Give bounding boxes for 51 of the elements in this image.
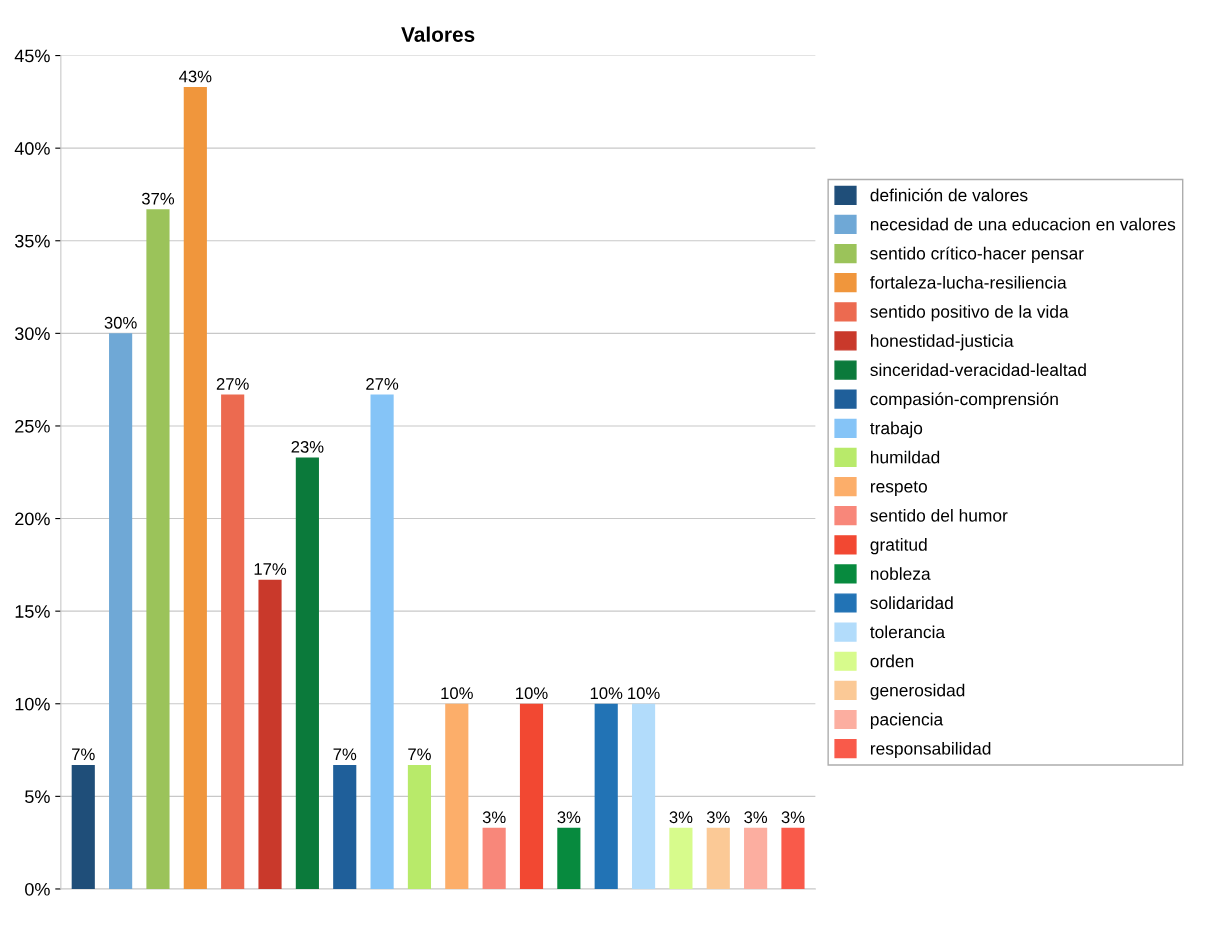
data-label: 3% xyxy=(744,811,768,824)
y-tick-label: 20% xyxy=(15,512,50,526)
data-label: 27% xyxy=(216,377,249,390)
data-label: 43% xyxy=(179,70,212,83)
y-tick-label: 10% xyxy=(15,697,50,711)
y-tick-label: 40% xyxy=(14,142,50,155)
legend-label: sentido positivo de la vida xyxy=(870,305,1069,322)
legend-label: necesidad de una educacion en valores xyxy=(870,217,1176,231)
legend-label: solidaridad xyxy=(870,596,953,610)
y-tick-label: 35% xyxy=(14,234,50,248)
legend-label: sentido crítico-hacer pensar xyxy=(870,246,1084,264)
y-tick-label: 45% xyxy=(14,49,50,63)
legend-label: humildad xyxy=(871,450,940,464)
data-label: 3% xyxy=(557,811,581,824)
legend-label: nobleza xyxy=(870,567,931,580)
data-label: 17% xyxy=(254,563,287,575)
data-label: 10% xyxy=(628,687,660,700)
data-label: 10% xyxy=(516,687,548,700)
legend-label: fortaleza-lucha-resiliencia xyxy=(870,275,1067,289)
legend-label: generosidad xyxy=(870,683,965,700)
data-label: 30% xyxy=(104,316,137,329)
data-label: 3% xyxy=(669,811,693,824)
legend-label: honestidad-justicia xyxy=(871,334,1014,351)
y-tick-label: 30% xyxy=(14,327,50,341)
y-tick-label: 0% xyxy=(25,882,50,896)
legend-label: tolerancia xyxy=(870,625,946,639)
data-label: 7% xyxy=(408,748,431,761)
legend-label: definición de valores xyxy=(870,188,1028,202)
y-tick-label: 5% xyxy=(25,790,50,804)
data-label: 7% xyxy=(333,748,357,761)
data-label: 23% xyxy=(291,440,324,453)
legend-label: compasión-comprensión xyxy=(870,392,1058,409)
data-label: 3% xyxy=(706,811,730,824)
data-label: 27% xyxy=(366,377,399,390)
data-label: 3% xyxy=(482,811,506,824)
chart-title: Valores xyxy=(401,26,475,42)
legend-label: respeto xyxy=(870,481,927,496)
y-tick-label: 25% xyxy=(15,419,50,433)
legend-label: responsabilidad xyxy=(870,741,991,759)
y-tick-label: 15% xyxy=(15,605,50,618)
data-label: 7% xyxy=(72,748,95,761)
legend-label: sinceridad-veracidad-lealtad xyxy=(870,363,1086,377)
data-label: 10% xyxy=(441,687,473,700)
legend-label: trabajo xyxy=(870,421,923,438)
data-label: 10% xyxy=(590,687,623,700)
legend-label: sentido del humor xyxy=(870,508,1008,522)
legend-label: orden xyxy=(870,654,914,668)
legend-label: gratitud xyxy=(870,538,927,555)
legend-label: paciencia xyxy=(870,712,944,729)
data-label: 3% xyxy=(781,811,805,824)
data-label: 37% xyxy=(141,192,175,205)
